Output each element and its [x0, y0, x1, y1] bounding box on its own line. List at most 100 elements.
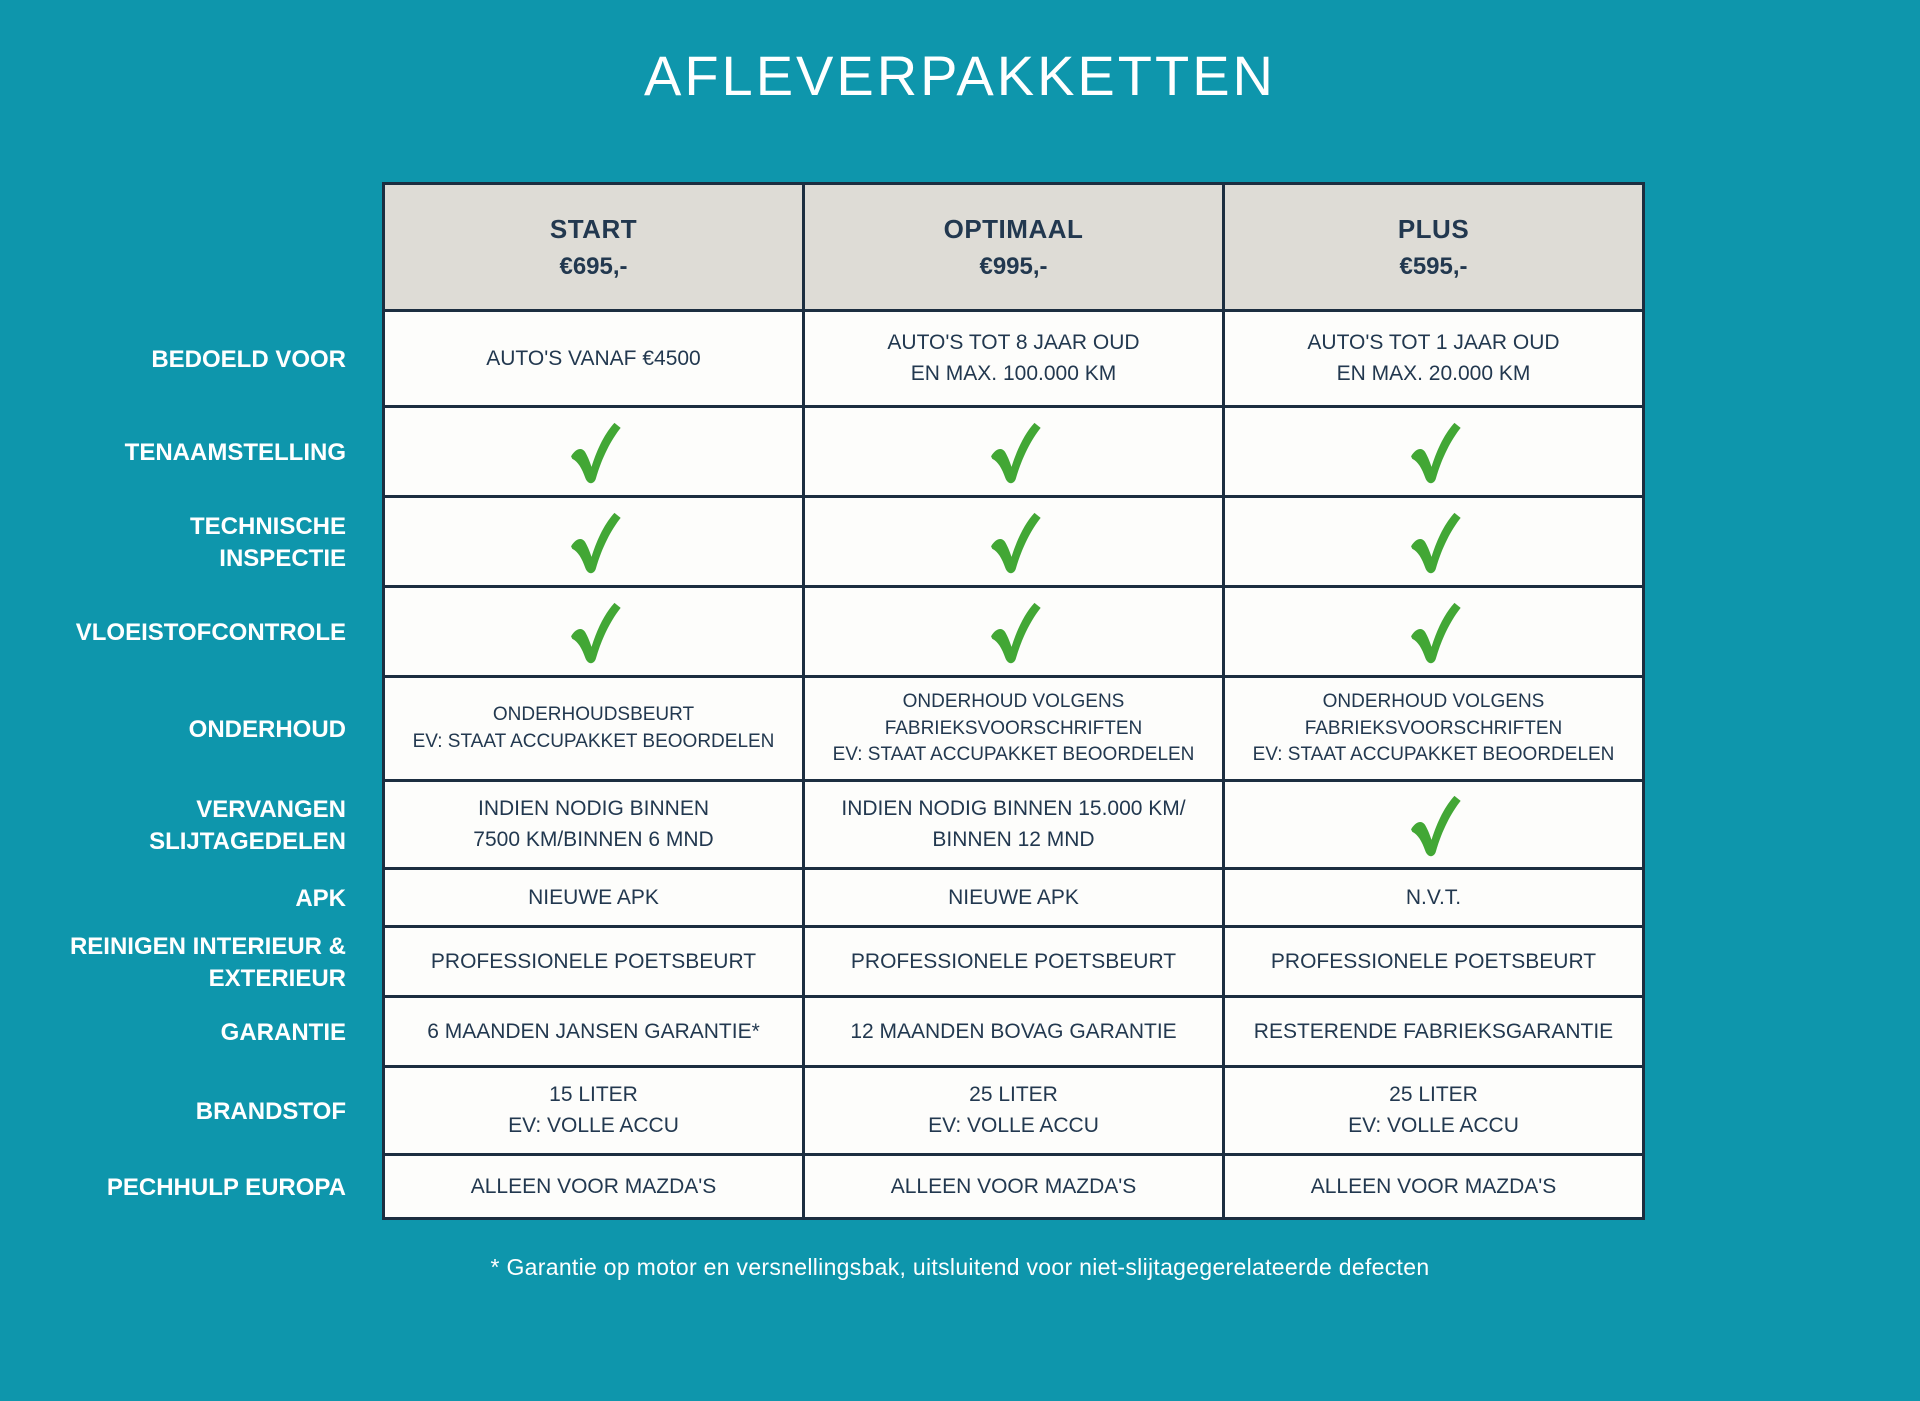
- cell-text: EN MAX. 20.000 KM: [1336, 361, 1531, 385]
- cell-text: 7500 KM/BINNEN 6 MND: [473, 827, 714, 851]
- cell-text: INDIEN NODIG BINNEN 15.000 KM/: [841, 797, 1186, 821]
- cell-text: 15 LITER: [549, 1083, 638, 1107]
- row-label: TECHNISCHE INSPECTIE: [0, 498, 382, 588]
- cell-text: INDIEN NODIG BINNEN: [477, 797, 710, 821]
- table-cell: PROFESSIONELE POETSBEURT: [1225, 928, 1645, 999]
- row-label: VERVANGEN SLIJTAGEDELEN: [0, 782, 382, 870]
- cell-text: BINNEN 12 MND: [932, 827, 1095, 851]
- cell-text: AUTO'S TOT 1 JAAR OUD: [1307, 331, 1560, 355]
- cell-text: PROFESSIONELE POETSBEURT: [850, 949, 1177, 973]
- row-label-text: VLOEISTOFCONTROLE: [75, 619, 346, 647]
- table-cell: INDIEN NODIG BINNEN 7500 KM/BINNEN 6 MND: [382, 782, 805, 871]
- cell-text: EV: STAAT ACCUPAKKET BEOORDELEN: [1252, 744, 1615, 766]
- check-icon: [1410, 512, 1461, 574]
- cell-text: EN MAX. 100.000 KM: [910, 361, 1117, 385]
- column-header-optimaal: OPTIMAAL €995,-: [805, 182, 1225, 313]
- row-label: APK: [0, 870, 382, 928]
- cell-text: EV: VOLLE ACCU: [508, 1113, 679, 1137]
- row-label-text: TENAAMSTELLING: [124, 439, 346, 467]
- row-label: BRANDSTOF: [0, 1068, 382, 1156]
- table-cell: ALLEEN VOOR MAZDA'S: [1225, 1156, 1645, 1221]
- row-label: ONDERHOUD: [0, 678, 382, 782]
- table-cell: 25 LITER EV: VOLLE ACCU: [1225, 1068, 1645, 1157]
- comparison-table: START €695,- OPTIMAAL €995,- PLUS €595,-…: [0, 182, 1645, 1221]
- check-icon: [570, 512, 621, 574]
- cell-text: PROFESSIONELE POETSBEURT: [1270, 949, 1597, 973]
- row-label: PECHHULP EUROPA: [0, 1156, 382, 1220]
- cell-text: EV: VOLLE ACCU: [1348, 1113, 1519, 1137]
- cell-text: ONDERHOUD VOLGENS: [1322, 691, 1545, 712]
- table-cell: N.V.T.: [1225, 870, 1645, 929]
- cell-text: FABRIEKSVOORSCHRIFTEN: [884, 717, 1143, 739]
- table-cell-check: [1225, 782, 1645, 871]
- cell-text: EV: STAAT ACCUPAKKET BEOORDELEN: [412, 730, 775, 752]
- check-icon: [1410, 422, 1461, 484]
- row-label-text: BEDOELD VOOR: [151, 346, 346, 374]
- table-cell: AUTO'S VANAF €4500: [382, 312, 805, 409]
- check-icon: [990, 512, 1041, 574]
- package-price: €595,-: [1399, 252, 1468, 280]
- row-label: GARANTIE: [0, 998, 382, 1068]
- table-cell: 12 MAANDEN BOVAG GARANTIE: [805, 998, 1225, 1069]
- column-header-plus: PLUS €595,-: [1225, 182, 1645, 313]
- table-cell-check: [805, 588, 1225, 679]
- cell-text: AUTO'S TOT 8 JAAR OUD: [887, 331, 1140, 355]
- check-icon: [990, 602, 1041, 664]
- cell-text: 6 MAANDEN JANSEN GARANTIE*: [427, 1019, 760, 1043]
- row-label: VLOEISTOFCONTROLE: [0, 588, 382, 678]
- table-cell: AUTO'S TOT 8 JAAR OUD EN MAX. 100.000 KM: [805, 312, 1225, 409]
- table-cell: INDIEN NODIG BINNEN 15.000 KM/BINNEN 12 …: [805, 782, 1225, 871]
- cell-text: RESTERENDE FABRIEKSGARANTIE: [1253, 1019, 1614, 1043]
- table-cell: ONDERHOUD VOLGENS FABRIEKSVOORSCHRIFTEN EV…: [805, 678, 1225, 783]
- row-label: BEDOELD VOOR: [0, 312, 382, 408]
- table-cell: RESTERENDE FABRIEKSGARANTIE: [1225, 998, 1645, 1069]
- cell-text: NIEUWE APK: [528, 885, 659, 909]
- row-label: TENAAMSTELLING: [0, 408, 382, 498]
- row-label-text: REINIGEN INTERIEUR & EXTERIEUR: [69, 933, 346, 993]
- row-label-text: BRANDSTOF: [195, 1098, 346, 1126]
- table-cell: 25 LITER EV: VOLLE ACCU: [805, 1068, 1225, 1157]
- table-cell: 15 LITER EV: VOLLE ACCU: [382, 1068, 805, 1157]
- table-cell: PROFESSIONELE POETSBEURT: [805, 928, 1225, 999]
- check-icon: [990, 422, 1041, 484]
- package-name: OPTIMAAL: [943, 213, 1084, 244]
- cell-text: ALLEEN VOOR MAZDA'S: [1310, 1174, 1557, 1198]
- table-cell: ONDERHOUDSBEURT EV: STAAT ACCUPAKKET BEOO…: [382, 678, 805, 783]
- column-header-start: START €695,-: [382, 182, 805, 313]
- table-cell: AUTO'S TOT 1 JAAR OUD EN MAX. 20.000 KM: [1225, 312, 1645, 409]
- row-label-text: TECHNISCHE INSPECTIE: [189, 513, 346, 573]
- package-name: START: [549, 213, 638, 244]
- cell-text: ONDERHOUDSBEURT: [492, 704, 695, 726]
- check-icon: [1410, 602, 1461, 664]
- footnote: * Garantie op motor en versnellingsbak, …: [490, 1254, 1430, 1281]
- cell-text: 25 LITER: [1389, 1083, 1478, 1107]
- table-cell: ALLEEN VOOR MAZDA'S: [805, 1156, 1225, 1221]
- cell-text: EV: VOLLE ACCU: [928, 1113, 1099, 1137]
- cell-text: AUTO'S VANAF €4500: [486, 346, 701, 370]
- table-cell-check: [382, 498, 805, 589]
- cell-text: 25 LITER: [969, 1083, 1058, 1107]
- row-label: REINIGEN INTERIEUR & EXTERIEUR: [0, 928, 382, 998]
- table-cell: ONDERHOUD VOLGENS FABRIEKSVOORSCHRIFTEN EV…: [1225, 678, 1645, 783]
- table-cell-check: [805, 498, 1225, 589]
- package-name: PLUS: [1397, 213, 1470, 244]
- row-label-text: VERVANGEN SLIJTAGEDELEN: [149, 796, 346, 856]
- row-label-text: ONDERHOUD: [188, 716, 346, 744]
- cell-text: PROFESSIONELE POETSBEURT: [430, 949, 757, 973]
- table-cell-check: [1225, 588, 1645, 679]
- package-price: €695,-: [559, 252, 628, 280]
- row-label-text: PECHHULP EUROPA: [106, 1174, 346, 1202]
- table-cell-check: [1225, 498, 1645, 589]
- table-cell: PROFESSIONELE POETSBEURT: [382, 928, 805, 999]
- cell-text: N.V.T.: [1405, 885, 1462, 909]
- table-cell: 6 MAANDEN JANSEN GARANTIE*: [382, 998, 805, 1069]
- table-cell-check: [805, 408, 1225, 499]
- table-corner-spacer: [0, 182, 382, 312]
- cell-text: FABRIEKSVOORSCHRIFTEN: [1304, 717, 1563, 739]
- package-price: €995,-: [979, 252, 1048, 280]
- table-cell-check: [382, 588, 805, 679]
- row-label-text: GARANTIE: [220, 1019, 346, 1047]
- cell-text: NIEUWE APK: [948, 885, 1079, 909]
- check-icon: [570, 422, 621, 484]
- table-cell: NIEUWE APK: [805, 870, 1225, 929]
